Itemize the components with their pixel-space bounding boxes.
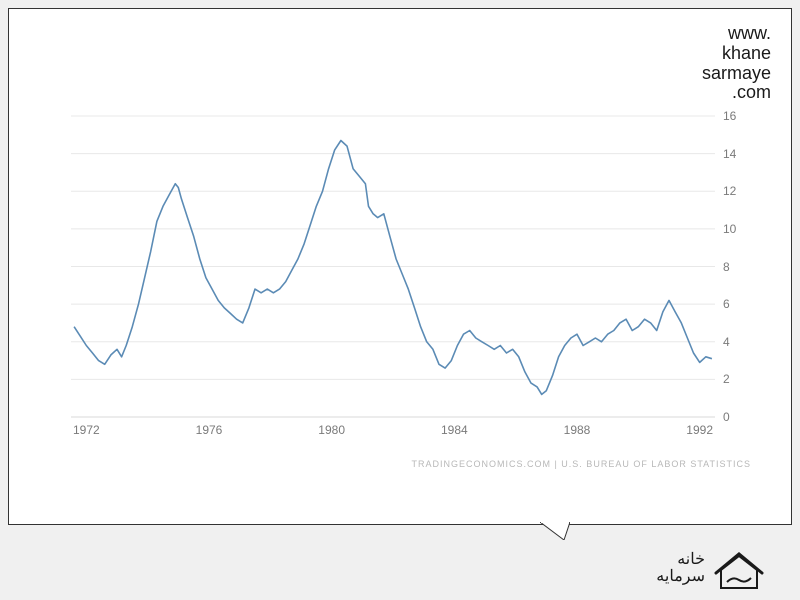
x-tick-label: 1972 — [73, 423, 100, 437]
speech-bubble-tail — [540, 522, 570, 540]
brand-logo-line: سرمایه — [656, 569, 705, 586]
x-tick-label: 1976 — [196, 423, 223, 437]
watermark-line: khane — [702, 44, 771, 64]
x-tick-label: 1988 — [564, 423, 591, 437]
x-tick-label: 1984 — [441, 423, 468, 437]
watermark-url: www. khane sarmaye .com — [702, 24, 771, 103]
watermark-line: www. — [702, 24, 771, 44]
y-tick-label: 10 — [723, 222, 736, 236]
y-tick-label: 12 — [723, 184, 736, 198]
chart-attribution: TRADINGECONOMICS.COM | U.S. BUREAU OF LA… — [411, 459, 751, 469]
y-tick-label: 16 — [723, 109, 736, 123]
brand-logo-line: خانه — [656, 552, 705, 569]
line-chart: 1972197619801984198819920246810121416 — [69, 114, 751, 439]
watermark-line: sarmaye — [702, 64, 771, 84]
chart-svg — [69, 114, 751, 439]
x-tick-label: 1980 — [318, 423, 345, 437]
y-tick-label: 2 — [723, 372, 730, 386]
brand-logo-text: خانه سرمایه — [656, 552, 705, 586]
y-tick-label: 8 — [723, 260, 730, 274]
brand-logo-icon — [713, 548, 765, 590]
y-tick-label: 0 — [723, 410, 730, 424]
y-tick-label: 6 — [723, 297, 730, 311]
x-tick-label: 1992 — [686, 423, 713, 437]
watermark-line: .com — [702, 83, 771, 103]
y-tick-label: 4 — [723, 335, 730, 349]
data-line — [74, 141, 712, 395]
brand-logo: خانه سرمایه — [656, 548, 765, 590]
y-tick-label: 14 — [723, 147, 736, 161]
content-frame: www. khane sarmaye .com 1972 1976 1980 1984… — [8, 8, 792, 525]
